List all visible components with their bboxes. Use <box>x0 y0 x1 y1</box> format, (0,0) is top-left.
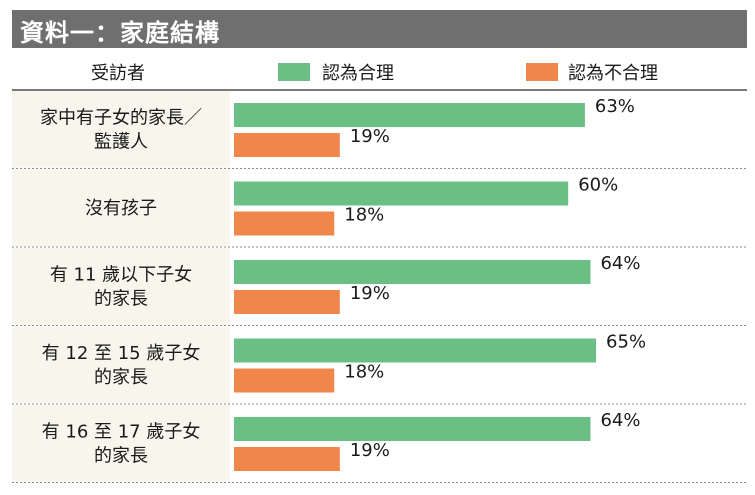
bar-reasonable <box>234 260 591 284</box>
row-label-panel <box>12 248 230 325</box>
data-label: 18% <box>344 362 384 383</box>
category-label: 有 12 至 15 歲子女 <box>42 343 201 364</box>
data-label: 63% <box>595 96 635 117</box>
category-label: 的家長 <box>94 445 148 466</box>
header-row: 受訪者 認為合理 認為不合理 <box>12 50 747 88</box>
data-label: 64% <box>600 410 640 431</box>
row-label-panel <box>12 326 230 403</box>
category-label: 的家長 <box>94 288 148 309</box>
respondent-header: 受訪者 <box>91 63 145 84</box>
row-label-panel <box>12 91 230 168</box>
bar-reasonable <box>234 181 569 206</box>
data-label: 18% <box>344 205 384 226</box>
legend-label-reasonable: 認為合理 <box>322 63 394 84</box>
category-label: 家中有子女的家長／ <box>40 107 202 128</box>
data-label: 19% <box>350 126 390 147</box>
category-label: 的家長 <box>94 367 148 388</box>
category-label: 有 11 歲以下子女 <box>50 264 192 285</box>
data-label: 19% <box>350 440 390 461</box>
data-label: 65% <box>606 332 646 353</box>
bar-reasonable <box>234 103 585 127</box>
legend-swatch-unreasonable <box>526 63 558 81</box>
bar-reasonable <box>234 417 591 441</box>
bar-unreasonable <box>234 290 340 314</box>
legend-swatch-reasonable <box>278 63 310 81</box>
bar-unreasonable <box>234 133 340 157</box>
chart-title: 資料一：家庭結構 <box>20 19 220 47</box>
title-bar: 資料一：家庭結構 <box>12 10 747 48</box>
category-label: 有 16 至 17 歲子女 <box>42 421 201 442</box>
data-label: 60% <box>578 175 618 196</box>
category-label: 沒有孩子 <box>85 198 157 219</box>
data-label: 19% <box>350 283 390 304</box>
row-label-panel <box>12 169 230 246</box>
data-label: 64% <box>600 253 640 274</box>
bar-unreasonable <box>234 211 335 236</box>
bar-unreasonable <box>234 447 340 471</box>
bar-reasonable <box>234 338 597 363</box>
bar-unreasonable <box>234 368 335 393</box>
legend-label-unreasonable: 認為不合理 <box>568 63 658 84</box>
row-label-panel <box>12 405 230 482</box>
category-label: 監護人 <box>94 131 148 152</box>
